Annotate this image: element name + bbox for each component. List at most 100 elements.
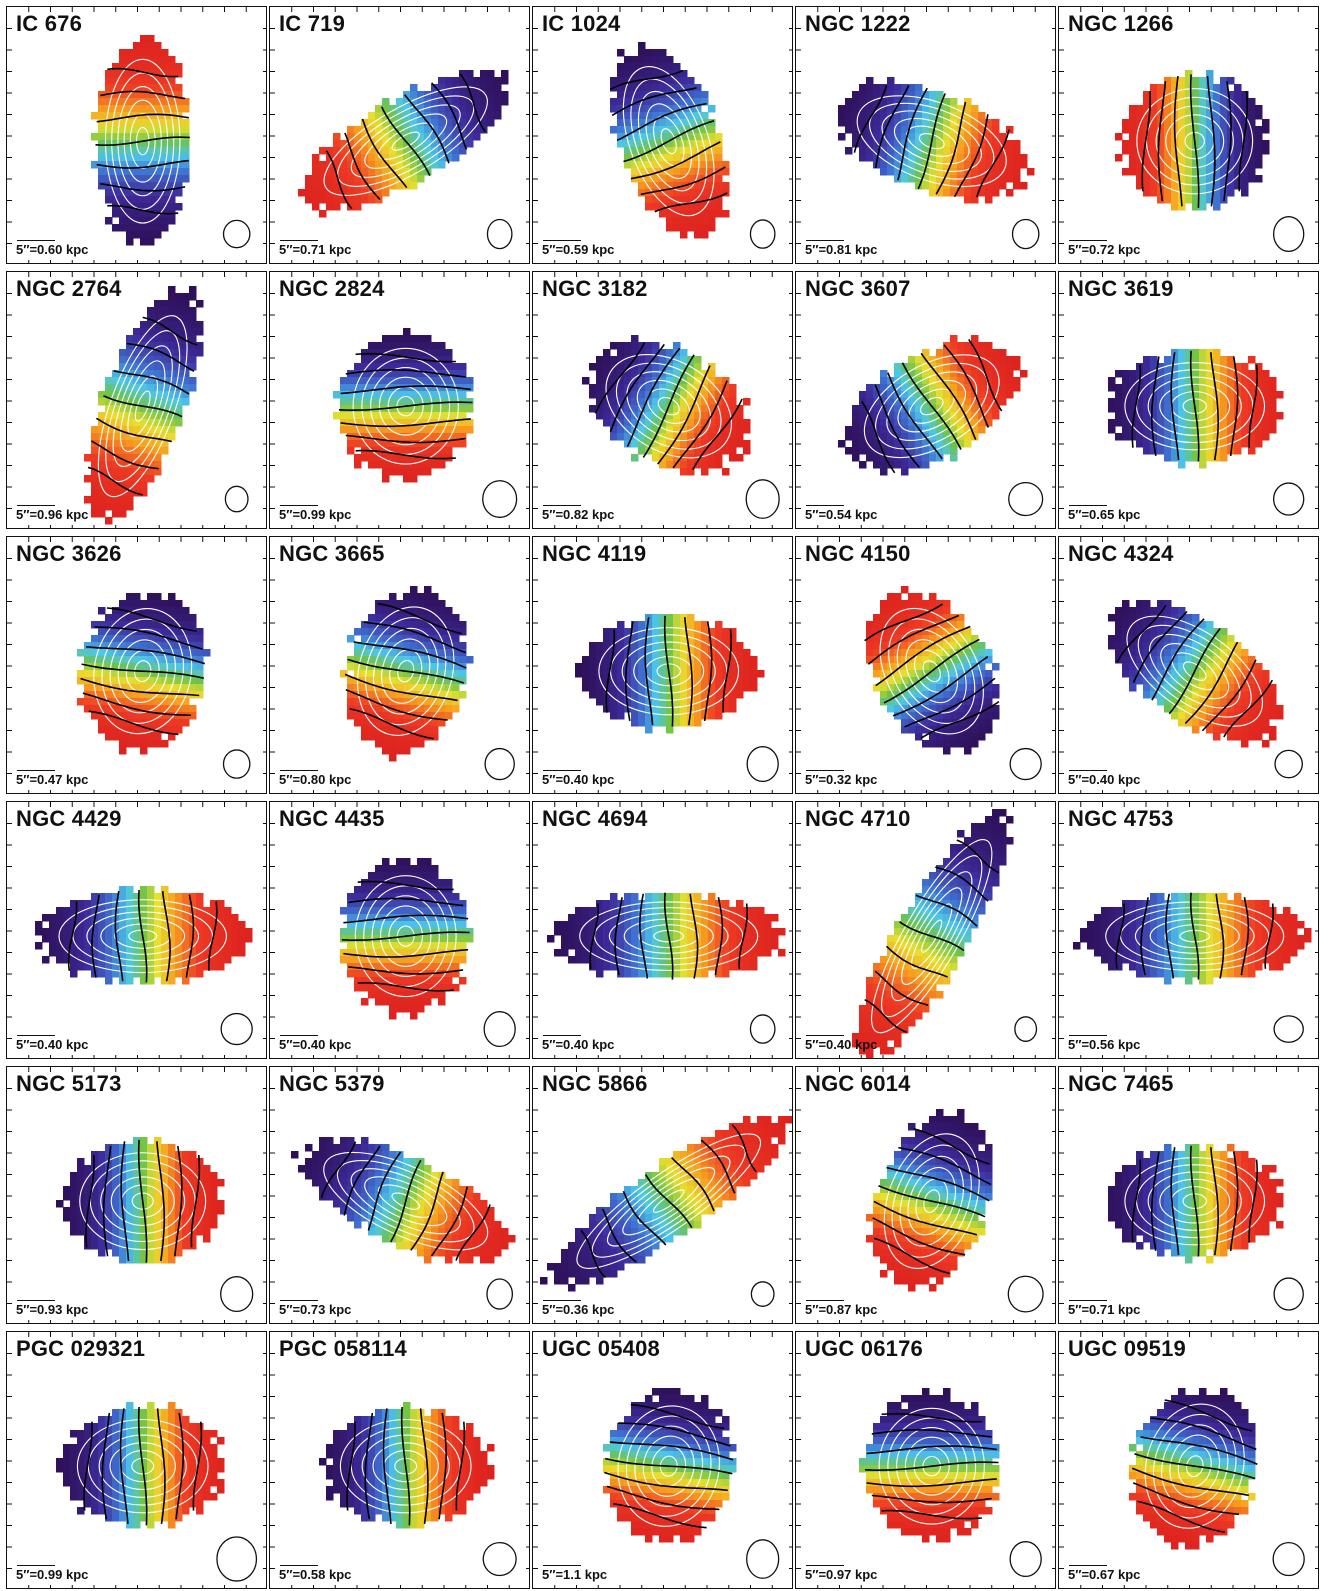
scale-bar <box>543 1300 581 1301</box>
beam-ellipse <box>1272 216 1305 253</box>
velocity-map <box>7 1067 266 1323</box>
scale-label: 5″=0.99 kpc <box>16 1567 89 1582</box>
galaxy-name: NGC 3619 <box>1068 276 1174 301</box>
beam-ellipse <box>1011 218 1040 250</box>
scale-label: 5″=0.72 kpc <box>1068 242 1141 257</box>
velocity-map <box>1059 1067 1318 1323</box>
scale-bar <box>17 240 55 241</box>
scale-bar <box>1069 1565 1107 1566</box>
galaxy-name: NGC 5173 <box>16 1071 122 1096</box>
scale-bar <box>1069 1035 1107 1036</box>
beam-ellipse <box>482 480 518 518</box>
galaxy-panel: NGC 3619 5″=0.65 kpc <box>1058 271 1319 529</box>
galaxy-name: UGC 09519 <box>1068 1336 1186 1361</box>
scale-bar <box>806 770 844 771</box>
velocity-map <box>7 1332 266 1588</box>
scale-bar <box>17 1300 55 1301</box>
galaxy-name: NGC 3607 <box>805 276 911 301</box>
scale-bar <box>806 1035 844 1036</box>
velocity-map <box>1059 7 1318 263</box>
galaxy-name: IC 1024 <box>542 11 621 36</box>
velocity-field <box>540 1116 792 1292</box>
velocity-field <box>1129 1388 1256 1550</box>
scale-bar <box>17 770 55 771</box>
velocity-map <box>270 7 529 263</box>
scale-label: 5″=0.71 kpc <box>1068 1302 1141 1317</box>
galaxy-name: NGC 1266 <box>1068 11 1174 36</box>
galaxy-panel: NGC 3182 5″=0.82 kpc <box>532 271 793 529</box>
scale-bar <box>806 1300 844 1301</box>
velocity-map <box>270 272 529 528</box>
velocity-field <box>575 614 765 734</box>
scale-bar <box>280 770 318 771</box>
velocity-map <box>796 272 1055 528</box>
galaxy-name: NGC 5379 <box>279 1071 385 1096</box>
galaxy-name: NGC 7465 <box>1068 1071 1174 1096</box>
galaxy-name: NGC 4694 <box>542 806 648 831</box>
scale-label: 5″=0.40 kpc <box>805 1037 878 1052</box>
galaxy-panel: NGC 4753 5″=0.56 kpc <box>1058 801 1319 1059</box>
scale-bar <box>543 770 581 771</box>
beam-ellipse <box>222 219 251 249</box>
velocity-map <box>270 802 529 1058</box>
galaxy-panel: NGC 7465 5″=0.71 kpc <box>1058 1066 1319 1324</box>
scale-bar <box>280 240 318 241</box>
beam-ellipse <box>1272 1541 1305 1577</box>
velocity-field <box>298 70 509 218</box>
galaxy-name: NGC 1222 <box>805 11 911 36</box>
galaxy-name: UGC 05408 <box>542 1336 660 1361</box>
beam-ellipse <box>1008 481 1044 517</box>
scale-bar <box>543 240 581 241</box>
scale-label: 5″=0.32 kpc <box>805 772 878 787</box>
beam-ellipse <box>1014 1016 1038 1042</box>
galaxy-panel: NGC 4435 5″=0.40 kpc <box>269 801 530 1059</box>
scale-bar <box>280 505 318 506</box>
velocity-map <box>796 7 1055 263</box>
velocity-map <box>533 1067 792 1323</box>
velocity-map <box>7 802 266 1058</box>
beam-ellipse <box>1273 1015 1304 1043</box>
scale-bar <box>17 1035 55 1036</box>
scale-label: 5″=0.56 kpc <box>1068 1037 1141 1052</box>
galaxy-name: NGC 4429 <box>16 806 122 831</box>
velocity-map <box>1059 272 1318 528</box>
scale-label: 5″=0.93 kpc <box>16 1302 89 1317</box>
velocity-map <box>533 537 792 793</box>
scale-label: 5″=0.67 kpc <box>1068 1567 1141 1582</box>
velocity-field <box>56 1137 225 1264</box>
velocity-map <box>533 1332 792 1588</box>
scale-bar <box>1069 240 1107 241</box>
galaxy-panel: NGC 1222 5″=0.81 kpc <box>795 6 1056 264</box>
scale-bar <box>280 1565 318 1566</box>
galaxy-name: NGC 3665 <box>279 541 385 566</box>
beam-ellipse <box>1272 482 1305 516</box>
velocity-map <box>7 272 266 528</box>
galaxy-name: NGC 4710 <box>805 806 911 831</box>
scale-label: 5″=0.87 kpc <box>805 1302 878 1317</box>
velocity-field <box>319 1402 495 1529</box>
velocity-map <box>796 1067 1055 1323</box>
velocity-field <box>35 886 253 985</box>
velocity-map <box>1059 802 1318 1058</box>
galaxy-name: NGC 3182 <box>542 276 648 301</box>
scale-label: 5″=0.65 kpc <box>1068 507 1141 522</box>
velocity-map <box>270 537 529 793</box>
galaxy-name: NGC 5866 <box>542 1071 648 1096</box>
scale-bar <box>543 505 581 506</box>
velocity-field <box>859 1388 1000 1543</box>
velocity-map <box>1059 1332 1318 1588</box>
scale-bar <box>806 240 844 241</box>
velocity-map <box>796 537 1055 793</box>
velocity-map <box>533 802 792 1058</box>
galaxy-name: IC 676 <box>16 11 83 36</box>
beam-ellipse <box>482 1541 517 1577</box>
beam-ellipse <box>486 1278 514 1310</box>
galaxy-panel: NGC 3626 5″=0.47 kpc <box>6 536 267 794</box>
scale-label: 5″=0.71 kpc <box>279 242 352 257</box>
beam-ellipse <box>484 747 515 781</box>
beam-ellipse <box>222 749 251 779</box>
scale-label: 5″=0.60 kpc <box>16 242 89 257</box>
scale-label: 5″=0.73 kpc <box>279 1302 352 1317</box>
galaxy-name: NGC 4435 <box>279 806 385 831</box>
